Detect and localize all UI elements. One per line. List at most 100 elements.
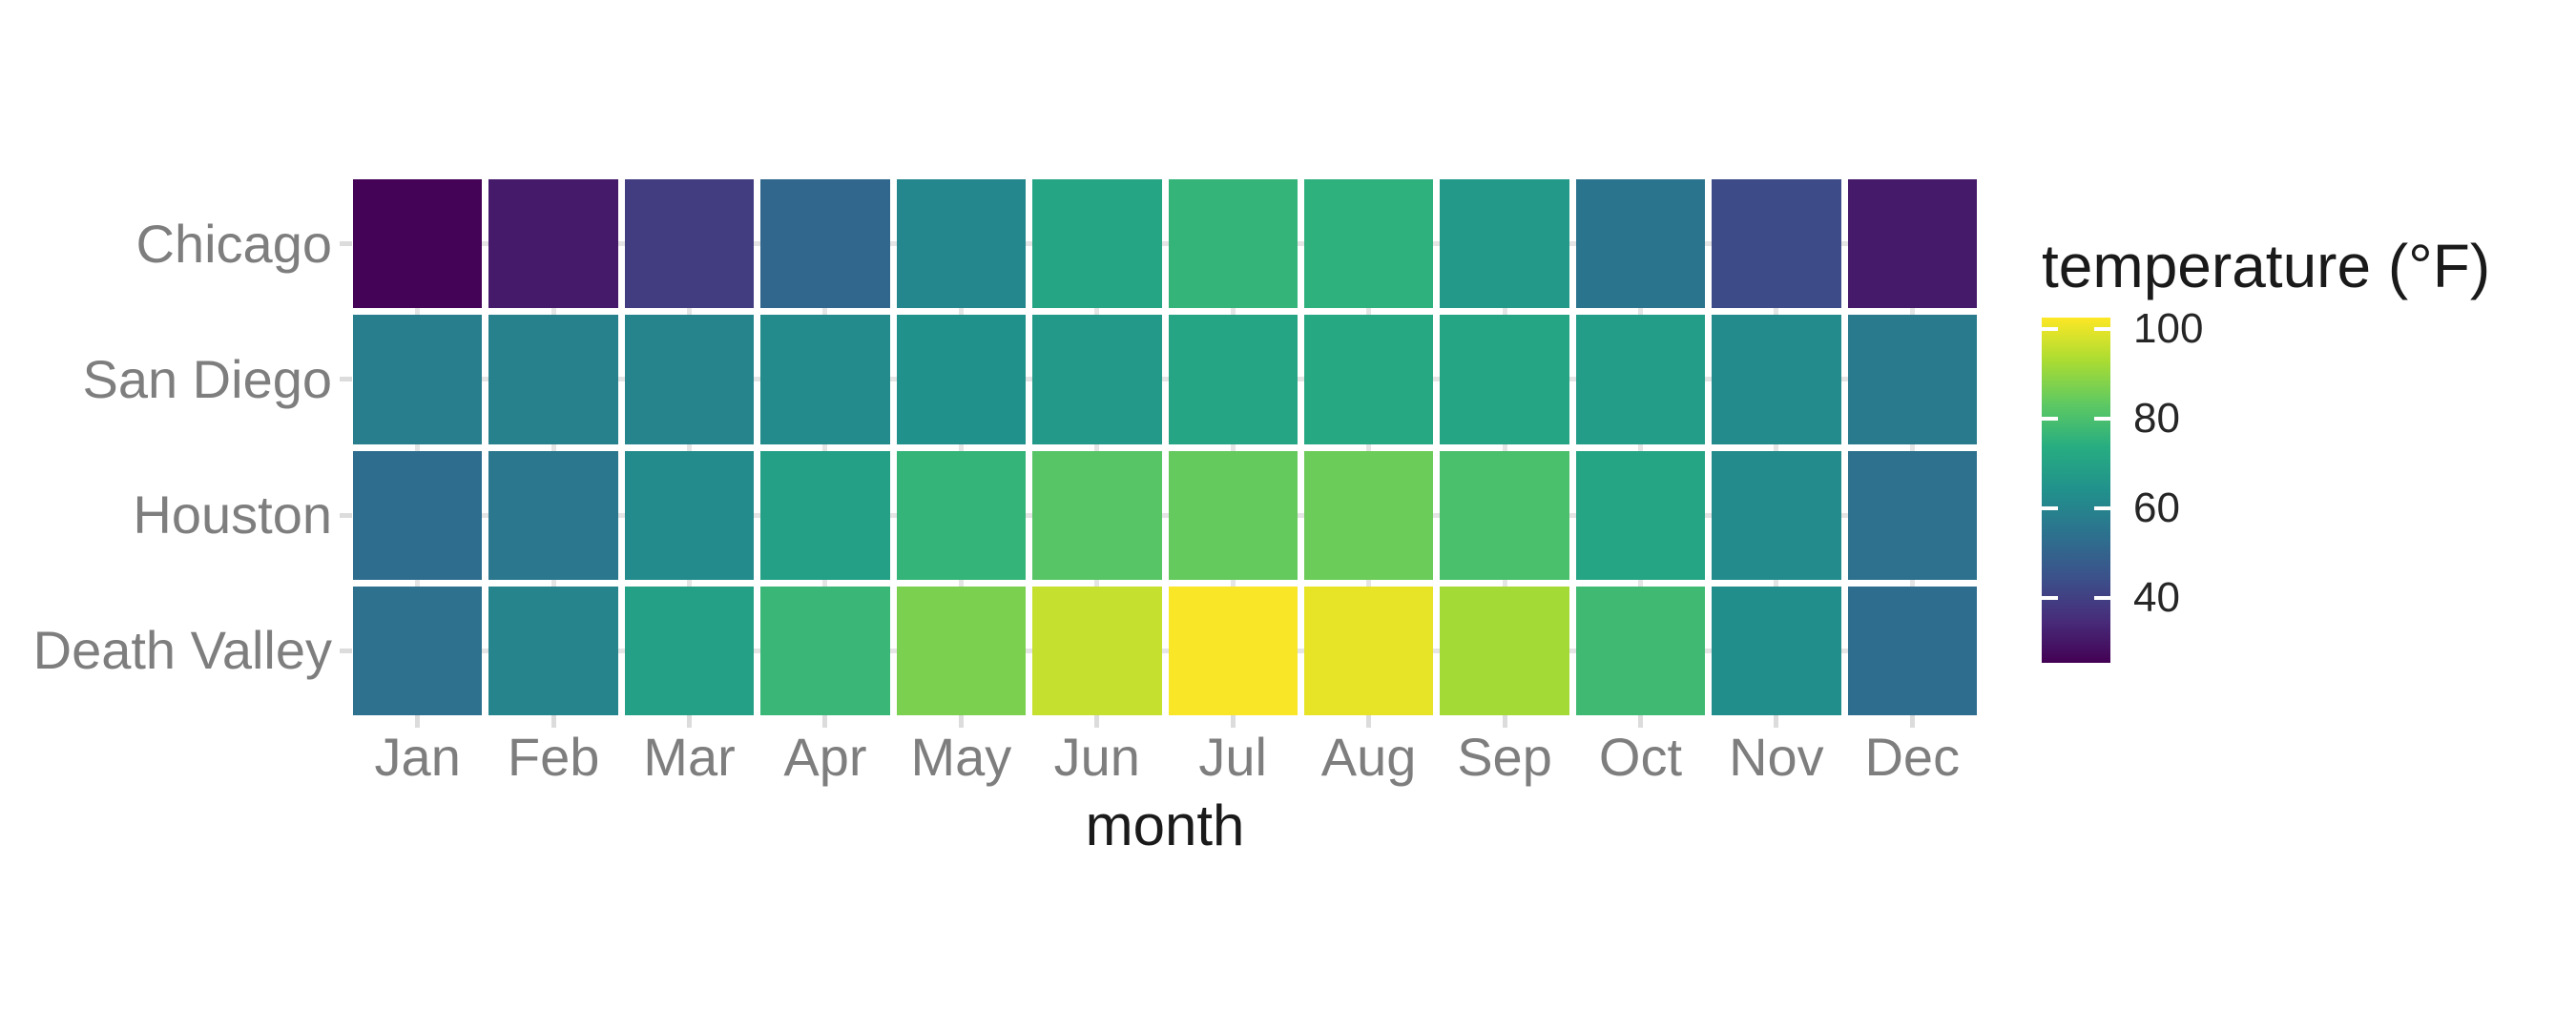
colorbar-tick-label: 80 xyxy=(2133,394,2180,442)
gridline-horizontal xyxy=(353,241,1977,247)
gridline-vertical xyxy=(822,179,828,715)
heatmap-cell xyxy=(1575,586,1706,715)
y-axis-tick xyxy=(340,377,352,382)
colorbar-tick-label: 40 xyxy=(2133,573,2180,621)
colorbar-tick xyxy=(2094,505,2110,510)
colorbar-tick-label: 100 xyxy=(2133,304,2204,352)
gridline-vertical xyxy=(1502,179,1507,715)
heatmap-cell xyxy=(896,450,1027,580)
heatmap-cell xyxy=(1440,450,1569,580)
gridline-vertical xyxy=(415,179,421,715)
heatmap-cell xyxy=(488,450,618,580)
heatmap-cell xyxy=(1440,586,1569,715)
heatmap-cell xyxy=(896,179,1027,309)
heatmap-cell xyxy=(353,450,483,580)
colorbar-tick xyxy=(2094,595,2110,600)
y-axis-label: Houston xyxy=(133,484,332,546)
heatmap-cell xyxy=(353,586,483,715)
heatmap-cell xyxy=(1168,450,1298,580)
x-axis-tick xyxy=(415,715,421,728)
x-axis-label: Oct xyxy=(1598,727,1683,787)
heatmap-cell xyxy=(1168,586,1298,715)
heatmap-cell xyxy=(1847,179,1977,309)
x-axis-tick xyxy=(1366,715,1372,728)
heatmap-cell xyxy=(624,315,755,444)
colorbar-gradient xyxy=(2042,318,2110,663)
heatmap-cell xyxy=(760,179,890,309)
colorbar-tick xyxy=(2042,505,2058,510)
heatmap-cell xyxy=(1847,450,1977,580)
heatmap-cell xyxy=(488,315,618,444)
gridline-vertical xyxy=(1094,179,1100,715)
gridline-vertical xyxy=(1230,179,1236,715)
heatmap-cell xyxy=(1712,179,1841,309)
heatmap-cell xyxy=(896,586,1027,715)
heatmap-cell xyxy=(353,315,483,444)
y-axis-tick xyxy=(340,241,352,247)
x-axis-label: Dec xyxy=(1864,727,1961,787)
heatmap-cell xyxy=(1303,450,1434,580)
x-axis-title: month xyxy=(1085,793,1245,857)
x-axis-label: Jan xyxy=(374,727,461,787)
y-axis-label: San Diego xyxy=(82,348,332,409)
heatmap-cell xyxy=(1712,315,1841,444)
heatmap-cell xyxy=(1847,315,1977,444)
y-axis-label: Chicago xyxy=(135,213,332,274)
heatmap-cell xyxy=(1440,179,1569,309)
y-axis-label: Death Valley xyxy=(32,620,332,681)
x-axis-tick xyxy=(1230,715,1236,728)
heatmap-cell xyxy=(1303,586,1434,715)
x-axis-label: Feb xyxy=(507,727,600,787)
x-axis-tick xyxy=(1774,715,1779,728)
gridline-vertical xyxy=(687,179,693,715)
x-axis-label: Jul xyxy=(1198,727,1267,787)
x-axis-label: Mar xyxy=(643,727,736,787)
heatmap-cell xyxy=(1168,179,1298,309)
colorbar-tick xyxy=(2094,326,2110,331)
heatmap-cell xyxy=(1575,450,1706,580)
heatmap-cell xyxy=(1712,586,1841,715)
x-axis-tick xyxy=(1637,715,1643,728)
heatmap-cell xyxy=(624,450,755,580)
y-axis-tick xyxy=(340,648,352,653)
heatmap-cell xyxy=(1032,315,1162,444)
heatmap-cell xyxy=(1847,586,1977,715)
x-axis-tick xyxy=(958,715,964,728)
heatmap-cell xyxy=(1440,315,1569,444)
x-axis-label: Apr xyxy=(783,727,867,787)
x-axis-tick xyxy=(551,715,556,728)
x-axis-tick xyxy=(687,715,693,728)
x-axis-tick xyxy=(822,715,828,728)
heatmap-cell xyxy=(760,586,890,715)
colorbar-tick xyxy=(2042,326,2058,331)
heatmap-cell xyxy=(760,315,890,444)
x-axis-tick xyxy=(1094,715,1100,728)
x-axis-label: Aug xyxy=(1320,727,1417,787)
legend-title: temperature (°F) xyxy=(2042,232,2491,300)
gridline-horizontal xyxy=(353,377,1977,382)
gridline-horizontal xyxy=(353,512,1977,518)
heatmap-cell xyxy=(1032,586,1162,715)
colorbar-tick xyxy=(2042,595,2058,600)
colorbar-tick xyxy=(2094,416,2110,421)
heatmap-cell xyxy=(624,179,755,309)
gridline-vertical xyxy=(551,179,556,715)
x-axis-label: Sep xyxy=(1457,727,1552,787)
gridline-horizontal xyxy=(353,648,1977,653)
heatmap-cell xyxy=(353,179,483,309)
gridline-vertical xyxy=(958,179,964,715)
heatmap-cell xyxy=(1032,450,1162,580)
heatmap-cell xyxy=(760,450,890,580)
heatmap-cell xyxy=(1712,450,1841,580)
heatmap-cell xyxy=(488,586,618,715)
x-axis-label: May xyxy=(910,727,1012,787)
x-axis-tick xyxy=(1909,715,1915,728)
heatmap-cell xyxy=(896,315,1027,444)
heatmap-cell xyxy=(1575,179,1706,309)
x-axis-label: Jun xyxy=(1053,727,1140,787)
x-axis-tick xyxy=(1502,715,1507,728)
heatmap-cell xyxy=(488,179,618,309)
gridline-vertical xyxy=(1366,179,1372,715)
heatmap-cell xyxy=(1575,315,1706,444)
